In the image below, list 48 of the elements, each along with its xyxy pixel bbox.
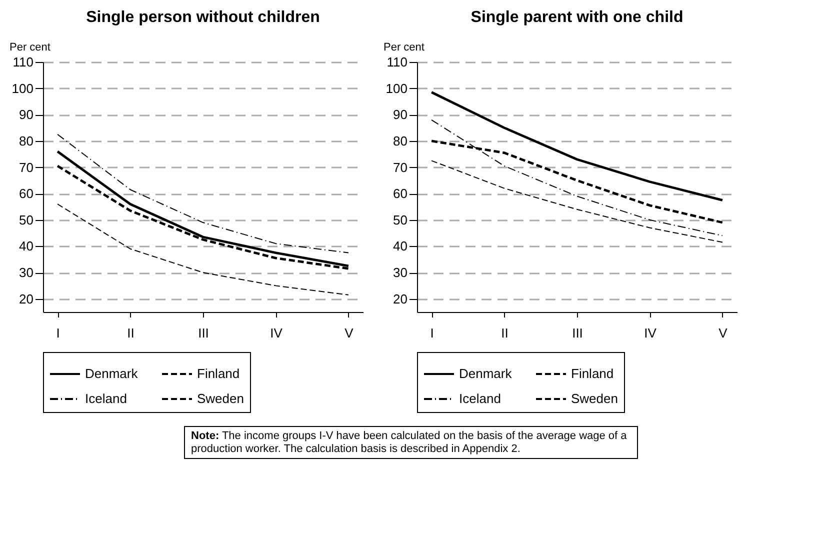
x-tick-label: III — [572, 326, 583, 340]
x-tick-label: II — [501, 326, 508, 340]
y-tick-label: 50 — [19, 212, 34, 228]
y-tick-label: 100 — [12, 80, 34, 96]
line-series — [431, 160, 723, 243]
y-tick-label: 20 — [393, 291, 408, 306]
y-axis-title: Per cent — [10, 42, 50, 54]
y-tick-label: 40 — [393, 238, 408, 254]
y-tick-label: 20 — [19, 291, 34, 306]
y-tick-label: 60 — [19, 186, 34, 202]
x-tick-label: V — [718, 326, 728, 340]
chart-title: Single parent with one child — [470, 9, 684, 26]
y-tick-label: 60 — [393, 186, 408, 202]
legend-label: Iceland — [85, 391, 127, 406]
legend-label: Sweden — [197, 391, 244, 406]
y-tick-label: 80 — [393, 133, 408, 148]
x-tick-label: I — [430, 326, 434, 340]
y-tick-label: 90 — [19, 107, 34, 122]
line-series — [57, 134, 349, 254]
legend-label: Sweden — [571, 391, 618, 406]
legend-label: Denmark — [85, 366, 138, 381]
y-tick-label: 40 — [19, 238, 34, 254]
line-series — [430, 91, 724, 202]
legend-label: Denmark — [459, 366, 512, 381]
x-tick-label: III — [198, 326, 209, 340]
y-tick-label: 110 — [12, 54, 34, 70]
y-tick-label: 30 — [393, 265, 408, 280]
legend-label: Finland — [197, 366, 240, 381]
legend-label: Iceland — [459, 391, 501, 406]
line-series — [57, 204, 349, 296]
y-tick-label: 100 — [386, 80, 408, 96]
chart-title: Single person without children — [86, 9, 320, 26]
y-tick-label: 30 — [19, 265, 34, 280]
x-tick-label: IV — [644, 326, 657, 340]
y-axis-title: Per cent — [384, 42, 424, 54]
legend-label: Finland — [571, 366, 614, 381]
x-tick-label: I — [56, 326, 60, 340]
x-tick-label: V — [344, 326, 354, 340]
x-tick-label: II — [127, 326, 134, 340]
y-tick-label: 70 — [19, 160, 34, 175]
y-tick-label: 80 — [19, 133, 34, 148]
text: Note: The income groups I-V have been calculated on the basis of the average wage of a production worker. The calculation basis is described in Appendix 2. — [184, 426, 638, 460]
x-tick-label: IV — [270, 326, 283, 340]
y-tick-label: 110 — [386, 54, 408, 70]
y-tick-label: 90 — [393, 107, 408, 122]
y-tick-label: 70 — [393, 160, 408, 175]
y-tick-label: 50 — [393, 212, 408, 228]
line-series — [431, 119, 723, 236]
